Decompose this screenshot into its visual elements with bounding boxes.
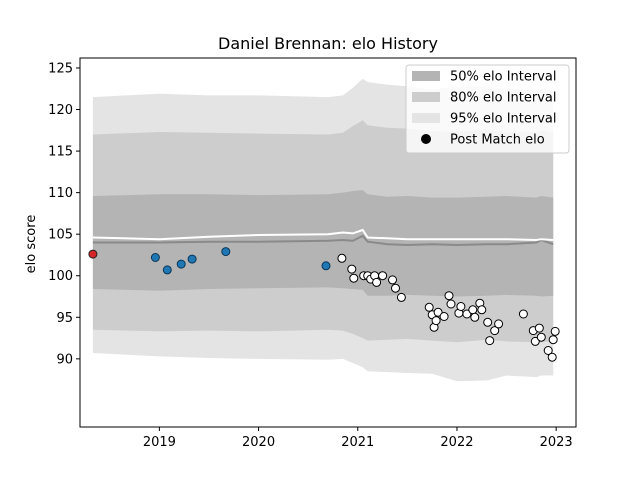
post-match-elo-point bbox=[372, 277, 382, 287]
post-match-elo-point bbox=[456, 302, 466, 311]
legend-label: 50% elo Interval bbox=[450, 70, 557, 85]
post-match-elo-point bbox=[150, 253, 160, 262]
post-match-elo-point bbox=[162, 265, 172, 275]
post-match-elo-point bbox=[439, 312, 449, 321]
y-tick-label: 100 bbox=[48, 269, 73, 284]
post-match-elo-point bbox=[485, 336, 495, 346]
center-elo-line bbox=[92, 228, 554, 242]
chart-title: Daniel Brennan: elo History bbox=[218, 34, 438, 53]
post-match-elo-point bbox=[337, 253, 347, 263]
post-match-elo-point bbox=[483, 317, 493, 327]
post-match-elo-point bbox=[378, 271, 388, 281]
post-match-elo-point bbox=[547, 352, 557, 362]
post-match-elo-point bbox=[187, 254, 197, 264]
post-match-elo-point bbox=[396, 292, 406, 302]
post-match-elo-point bbox=[321, 261, 331, 271]
post-match-elo-point bbox=[550, 326, 560, 336]
post-match-elo-point bbox=[548, 335, 558, 345]
legend-box bbox=[405, 64, 570, 154]
post-match-elo-point bbox=[221, 247, 231, 257]
post-match-elo-point bbox=[347, 264, 357, 274]
legend-label: Post Match elo bbox=[450, 133, 545, 148]
post-match-elo-point bbox=[536, 332, 546, 342]
y-tick-label: 95 bbox=[56, 311, 73, 326]
x-tick-label: 2023 bbox=[540, 435, 573, 450]
legend-label: 95% elo Interval bbox=[450, 112, 557, 127]
plot-area bbox=[88, 78, 560, 382]
post-match-elo-point bbox=[444, 291, 454, 301]
legend-swatch-band-95 bbox=[412, 113, 440, 123]
y-tick-label: 125 bbox=[48, 61, 73, 76]
post-match-elo-point bbox=[518, 309, 528, 319]
y-tick-label: 105 bbox=[48, 228, 73, 243]
x-tick-label: 2022 bbox=[440, 435, 473, 450]
post-match-elo-point bbox=[468, 305, 478, 315]
post-match-elo-point bbox=[534, 323, 544, 333]
legend-label: 80% elo Interval bbox=[450, 91, 557, 106]
post-match-elo-point bbox=[424, 302, 434, 312]
axes: 2019 2020 2021 2022 2023 90 95 100 105 110 115 120 1… bbox=[48, 57, 577, 450]
post-match-elo-point bbox=[433, 307, 443, 317]
band-50-interval bbox=[92, 190, 554, 297]
post-match-elo-point bbox=[494, 319, 504, 329]
post-match-elo-point bbox=[176, 259, 186, 269]
x-tick-label: 2019 bbox=[143, 435, 176, 450]
post-match-elo-point bbox=[431, 316, 441, 326]
post-match-elo-point bbox=[388, 275, 397, 285]
y-tick-label: 115 bbox=[48, 145, 73, 160]
x-tick-label: 2020 bbox=[242, 435, 275, 450]
post-match-elo-point bbox=[470, 312, 480, 322]
legend-swatch-band-50 bbox=[412, 71, 440, 81]
post-match-elo-point bbox=[530, 336, 540, 346]
y-tick-label: 110 bbox=[48, 186, 73, 201]
y-axis-label: elo score bbox=[24, 215, 39, 274]
post-match-elo-point bbox=[490, 326, 500, 336]
post-match-elo-point bbox=[88, 249, 98, 259]
y-tick-label: 120 bbox=[48, 103, 73, 118]
axes-frame bbox=[79, 57, 577, 428]
post-match-elo-point bbox=[477, 305, 487, 315]
y-tick-label: 90 bbox=[56, 352, 73, 367]
post-match-elo-point bbox=[543, 346, 553, 355]
post-match-elo-point bbox=[446, 299, 456, 309]
mean-elo-line bbox=[92, 234, 554, 247]
legend-swatch-band-80 bbox=[412, 92, 440, 102]
legend: 50% elo Interval 80% elo Interval 95% elo … bbox=[405, 64, 570, 154]
post-match-elo-point bbox=[349, 273, 359, 283]
post-match-elo-point bbox=[391, 283, 400, 293]
legend-marker-post-match-elo bbox=[421, 134, 431, 144]
x-tick-label: 2021 bbox=[341, 435, 374, 450]
